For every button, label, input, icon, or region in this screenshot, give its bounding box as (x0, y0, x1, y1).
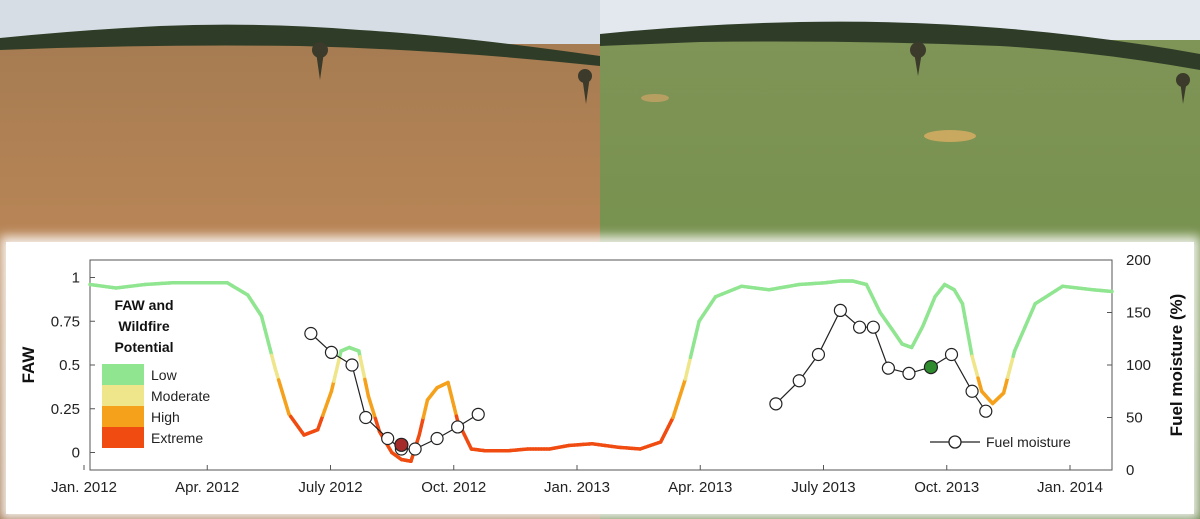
fuel-moisture-point (359, 410, 373, 425)
y-tick-label: 0.5 (59, 357, 80, 374)
x-tick-label: Apr. 2013 (668, 479, 732, 496)
y-axis-title: FAW (19, 346, 38, 384)
x-tick-label: July 2013 (791, 479, 855, 496)
fuel-moisture-point (792, 374, 806, 388)
fuel-moisture-point (881, 361, 895, 375)
fuel-moisture-point (852, 320, 867, 334)
fuel-moisture-point (345, 358, 359, 372)
fuel-moisture-point (979, 404, 993, 418)
x-tick-label: Oct. 2012 (421, 479, 486, 496)
legend-title-line-1: FAW and (114, 297, 173, 313)
y-tick-label: 1 (72, 270, 80, 287)
legend-title-line-3: Potential (114, 339, 173, 355)
fuel-moisture-point (965, 384, 979, 398)
y2-tick-label: 150 (1126, 305, 1151, 322)
legend-label-moderate: Moderate (151, 388, 210, 404)
y2-tick-label: 0 (1126, 462, 1134, 479)
x-axis: Jan. 2012 Apr. 2012 July 2012 Oct. 2012 Jan.… (51, 465, 1103, 496)
y-tick-label: 0.75 (51, 313, 80, 330)
tree-right (910, 42, 926, 76)
y-tick-label: 0.25 (51, 401, 80, 418)
legend-title-line-2: Wildfire (118, 318, 169, 334)
chart-panel: 0 0.25 0.5 0.75 1 0 50 100 150 200 Jan. 2012 Apr.… (6, 242, 1194, 514)
fuel-moisture-point (381, 431, 395, 446)
y2-tick-label: 100 (1126, 357, 1151, 374)
left-y-axis: 0 0.25 0.5 0.75 1 (51, 270, 95, 462)
y2-tick-label: 50 (1126, 410, 1143, 427)
treeline-left (0, 24, 600, 67)
x-tick-label: Jan. 2013 (544, 479, 610, 496)
fuel-moisture-point (304, 326, 318, 341)
fuel-moisture-point (324, 345, 339, 360)
fuel-moisture-series (304, 303, 993, 456)
treeline-right (600, 21, 1200, 71)
fuel-moisture-point (902, 366, 916, 380)
dry-patch-2 (641, 94, 669, 102)
x-tick-label: Apr. 2012 (175, 479, 239, 496)
legend-swatch-moderate (102, 385, 144, 406)
fuel-moisture-point (833, 303, 847, 318)
fuel-moisture-point (471, 407, 485, 421)
x-tick-label: Oct. 2013 (914, 479, 979, 496)
fuel-moisture-point (408, 442, 422, 456)
legend-label-low: Low (151, 367, 178, 383)
faw-fuel-moisture-chart: 0 0.25 0.5 0.75 1 0 50 100 150 200 Jan. 2012 Apr.… (19, 252, 1186, 496)
highlighted-point (394, 437, 409, 452)
y2-tick-label: 200 (1126, 252, 1151, 269)
fuel-moisture-legend-label: Fuel moisture (986, 434, 1071, 450)
legend-swatch-high (102, 406, 144, 427)
fuel-moisture-point (866, 320, 880, 334)
tree-left-2 (578, 69, 592, 104)
fuel-moisture-line (775, 309, 987, 412)
tree-right-2 (1176, 73, 1190, 104)
fuel-moisture-point (430, 431, 444, 446)
fuel-moisture-point (811, 347, 826, 362)
legend-label-high: High (151, 409, 180, 425)
fuel-moisture-point (769, 397, 783, 411)
fuel-moisture-point (451, 420, 465, 434)
highlighted-point (923, 359, 939, 375)
x-tick-label: Jan. 2014 (1037, 479, 1103, 496)
faw-legend: FAW and Wildfire Potential Low Moderate Hi… (102, 297, 210, 448)
legend-swatch-low (102, 364, 144, 385)
fuel-moisture-point (944, 347, 959, 362)
dry-patch (924, 130, 976, 142)
legend-swatch-extreme (102, 427, 144, 448)
x-tick-label: July 2012 (298, 479, 362, 496)
legend-label-extreme: Extreme (151, 430, 203, 446)
right-y-axis: 0 50 100 150 200 (1107, 252, 1151, 479)
tree-left (312, 42, 328, 80)
fuel-moisture-legend-marker (948, 435, 962, 449)
y-tick-label: 0 (72, 445, 80, 462)
x-tick-label: Jan. 2012 (51, 479, 117, 496)
y2-axis-title: Fuel moisture (%) (1167, 294, 1186, 437)
faw-series (88, 279, 1114, 463)
fuel-moisture-legend: Fuel moisture (930, 434, 1071, 450)
